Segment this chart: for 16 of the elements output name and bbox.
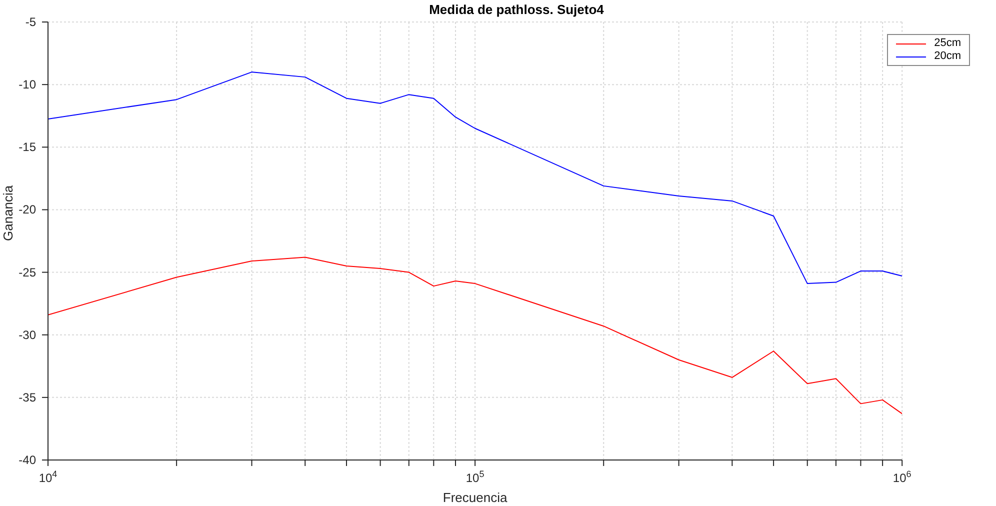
x-tick-label: 10$^{5}$ xyxy=(466,469,484,485)
y-tick-label: -10 xyxy=(18,78,36,92)
y-tick-label: -35 xyxy=(18,390,36,404)
y-tick-label: -5 xyxy=(25,15,36,29)
y-tick-label: -40 xyxy=(18,453,36,467)
legend-label: 25cm xyxy=(934,37,961,50)
legend-label: 20cm xyxy=(934,50,961,63)
y-tick-label: -15 xyxy=(18,140,36,154)
y-tick-label: -30 xyxy=(18,328,36,342)
x-tick-label: 10$^{6}$ xyxy=(892,469,912,485)
y-tick-label: -25 xyxy=(18,265,36,280)
x-tick-label: 10$^{4}$ xyxy=(38,469,58,485)
y-axis-title: Ganancia xyxy=(0,184,16,241)
x-axis-title: Frecuencia xyxy=(442,490,508,505)
y-tick-label: -20 xyxy=(18,202,36,217)
chart-title: Medida de pathloss. Sujeto4 xyxy=(428,2,605,17)
